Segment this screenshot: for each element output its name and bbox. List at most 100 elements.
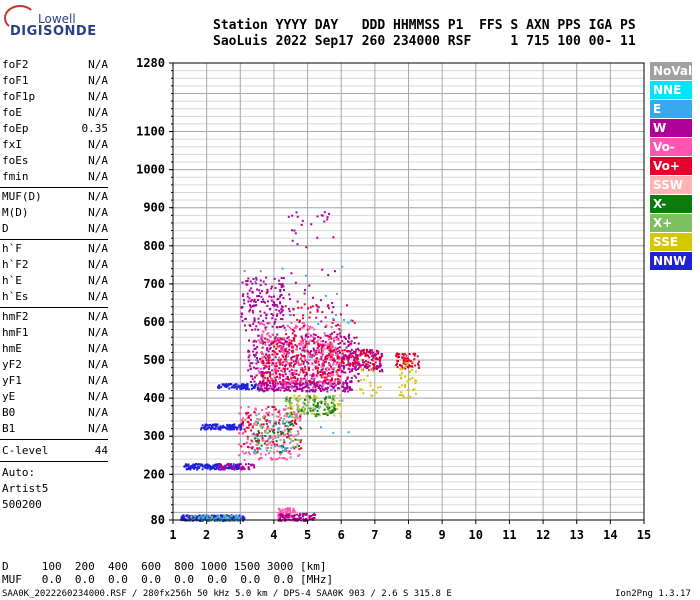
- echo-point: [213, 519, 216, 522]
- echo-point: [265, 420, 268, 422]
- echo-point: [326, 347, 329, 350]
- echo-point: [220, 386, 223, 388]
- echo-point: [252, 385, 255, 388]
- echo-point: [261, 337, 264, 340]
- echo-point: [369, 361, 372, 364]
- echo-point: [275, 443, 278, 446]
- echo-point: [328, 406, 331, 409]
- echo-point: [311, 382, 314, 385]
- echo-point: [254, 412, 257, 415]
- echo-point: [262, 364, 265, 366]
- echo-point: [379, 370, 381, 373]
- echo-point: [326, 378, 329, 381]
- echo-point: [251, 282, 254, 285]
- echo-point: [347, 345, 350, 347]
- echo-point: [409, 360, 412, 363]
- echo-point: [319, 371, 322, 373]
- echo-point: [344, 387, 347, 389]
- echo-point: [284, 367, 286, 370]
- echo-point: [248, 426, 250, 429]
- echo-point: [302, 382, 305, 385]
- echo-point: [328, 395, 331, 398]
- x-tick-label: 10: [469, 528, 483, 542]
- echo-point: [404, 363, 407, 366]
- echo-point: [191, 466, 194, 469]
- echo-point: [357, 342, 360, 345]
- echo-point: [261, 389, 264, 392]
- echo-point: [303, 338, 306, 341]
- echo-point: [345, 382, 348, 384]
- echo-point: [316, 215, 319, 218]
- legend-item: NoVal: [650, 62, 692, 80]
- echo-point: [288, 513, 291, 516]
- echo-point: [290, 428, 293, 431]
- echo-point: [187, 463, 190, 466]
- echo-point: [280, 417, 283, 419]
- echo-point: [276, 305, 279, 308]
- echo-point: [280, 445, 283, 447]
- echo-point: [242, 431, 245, 434]
- echo-point: [324, 356, 327, 359]
- echo-point: [264, 435, 267, 437]
- echo-point: [337, 323, 339, 326]
- echo-point: [296, 403, 299, 406]
- echo-point: [298, 420, 301, 422]
- echo-point: [246, 438, 249, 441]
- echo-point: [406, 380, 409, 383]
- echo-point: [302, 324, 305, 327]
- param-row: foE N/A: [2, 106, 108, 122]
- echo-point: [273, 353, 276, 356]
- echo-point: [282, 444, 285, 447]
- echo-point: [249, 464, 252, 467]
- echo-point: [245, 386, 248, 389]
- echo-point: [287, 421, 290, 424]
- echo-point: [366, 348, 368, 351]
- echo-point: [289, 434, 292, 436]
- echo-point: [284, 399, 287, 402]
- echo-point: [331, 379, 334, 381]
- echo-point: [380, 356, 382, 359]
- echo-point: [289, 456, 292, 459]
- echo-point: [293, 371, 296, 374]
- echo-point: [210, 517, 213, 520]
- echo-point: [414, 364, 417, 367]
- echo-point: [401, 368, 404, 371]
- echo-point: [278, 451, 281, 453]
- echo-point: [348, 353, 351, 356]
- echo-point: [270, 359, 273, 362]
- echo-point: [287, 343, 290, 346]
- echo-point: [279, 509, 282, 512]
- echo-point: [220, 517, 222, 520]
- echo-point: [213, 514, 216, 517]
- echo-point: [373, 365, 376, 368]
- echo-point: [253, 366, 255, 369]
- echo-point: [253, 437, 256, 440]
- echo-point: [294, 514, 296, 517]
- echo-point: [258, 388, 261, 390]
- echo-point: [249, 304, 251, 307]
- echo-point: [336, 373, 339, 376]
- echo-point: [259, 435, 262, 438]
- echo-point: [336, 368, 339, 371]
- echo-point: [283, 514, 286, 517]
- echo-point: [241, 517, 244, 520]
- echo-point: [365, 363, 368, 366]
- echo-point: [371, 349, 374, 352]
- echo-point: [311, 339, 314, 342]
- echo-point: [362, 392, 365, 395]
- echo-point: [239, 423, 242, 426]
- echo-point: [304, 289, 306, 292]
- echo-point: [281, 519, 284, 522]
- echo-point: [262, 375, 265, 377]
- param-row: h`F N/A: [2, 242, 108, 258]
- echo-point: [242, 443, 245, 445]
- echo-point: [259, 380, 262, 383]
- echo-point: [325, 382, 328, 385]
- echo-point: [375, 349, 378, 352]
- echo-point: [365, 365, 367, 367]
- echo-point: [299, 328, 301, 331]
- echo-point: [299, 371, 302, 374]
- echo-point: [273, 409, 276, 411]
- echo-point: [299, 347, 302, 350]
- echo-point: [368, 356, 371, 359]
